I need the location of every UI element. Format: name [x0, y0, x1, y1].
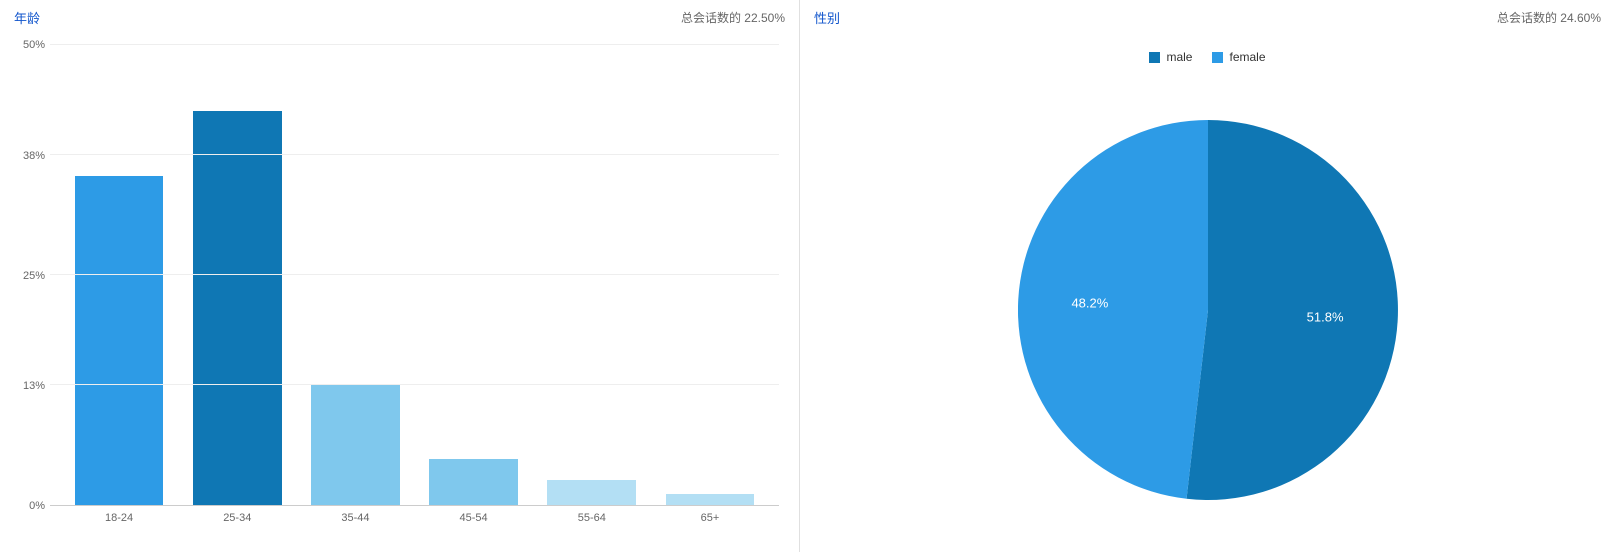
gender-panel-header: 性别 总会话数的 24.60%: [800, 0, 1615, 35]
y-tick-label: 50%: [15, 39, 45, 51]
gridline: [50, 154, 779, 155]
x-axis-label: 25-34: [178, 506, 296, 531]
legend-swatch: [1212, 52, 1223, 63]
bar-slot: [60, 45, 178, 505]
x-axis-label: 55-64: [533, 506, 651, 531]
age-panel: 年龄 总会话数的 22.50% 0% 13% 25% 38% 50% 18-2425-3…: [0, 0, 800, 552]
bar-slot: [651, 45, 769, 505]
legend-item[interactable]: female: [1212, 50, 1265, 64]
pie-slice-label: 51.8%: [1307, 309, 1344, 324]
pie-slice-label: 48.2%: [1071, 296, 1108, 311]
age-x-axis: 18-2425-3435-4445-5455-6465+: [50, 506, 779, 531]
pie-slice[interactable]: [1018, 120, 1208, 499]
gender-legend: male female: [800, 35, 1615, 69]
y-tick-label: 0%: [15, 500, 45, 512]
age-bars-container: [50, 45, 779, 505]
bar-slot: [415, 45, 533, 505]
gridline: [50, 384, 779, 385]
gender-panel-subtitle: 总会话数的 24.60%: [1497, 9, 1601, 26]
age-y-axis: 0%13%25%38%50%: [15, 45, 45, 506]
age-bar[interactable]: [75, 176, 164, 505]
legend-label: male: [1166, 50, 1192, 64]
gender-panel-title: 性别: [814, 8, 840, 27]
bar-slot: [178, 45, 296, 505]
legend-label: female: [1229, 50, 1265, 64]
pie-slice[interactable]: [1186, 120, 1397, 500]
legend-swatch: [1149, 52, 1160, 63]
age-panel-title: 年龄: [14, 8, 40, 27]
gender-pie-wrap: 51.8% 48.2%: [800, 69, 1615, 551]
bar-slot: [533, 45, 651, 505]
age-bar[interactable]: [193, 111, 282, 505]
age-bar[interactable]: [666, 494, 755, 505]
gridline: [50, 44, 779, 45]
bar-slot: [296, 45, 414, 505]
age-chart-area: 0% 13% 25% 38% 50% 18-2425-3435-4445-5455-64…: [0, 35, 799, 551]
y-tick-label: 38%: [15, 150, 45, 162]
age-plot-area: [50, 45, 779, 506]
x-axis-label: 65+: [651, 506, 769, 531]
x-axis-label: 18-24: [60, 506, 178, 531]
age-panel-subtitle: 总会话数的 22.50%: [681, 9, 785, 26]
age-bar-chart: 0%13%25%38%50% 18-2425-3435-4445-5455-64…: [50, 45, 779, 531]
age-bar[interactable]: [429, 459, 518, 505]
x-axis-label: 45-54: [415, 506, 533, 531]
x-axis-label: 35-44: [296, 506, 414, 531]
gridline: [50, 274, 779, 275]
age-bar[interactable]: [311, 384, 400, 505]
y-tick-label: 13%: [15, 380, 45, 392]
legend-item[interactable]: male: [1149, 50, 1192, 64]
age-panel-header: 年龄 总会话数的 22.50%: [0, 0, 799, 35]
gender-pie-chart: 51.8% 48.2%: [1018, 120, 1398, 500]
gender-panel: 性别 总会话数的 24.60% male female 51.8% 48.2%: [800, 0, 1615, 552]
age-bar[interactable]: [547, 480, 636, 505]
y-tick-label: 25%: [15, 270, 45, 282]
